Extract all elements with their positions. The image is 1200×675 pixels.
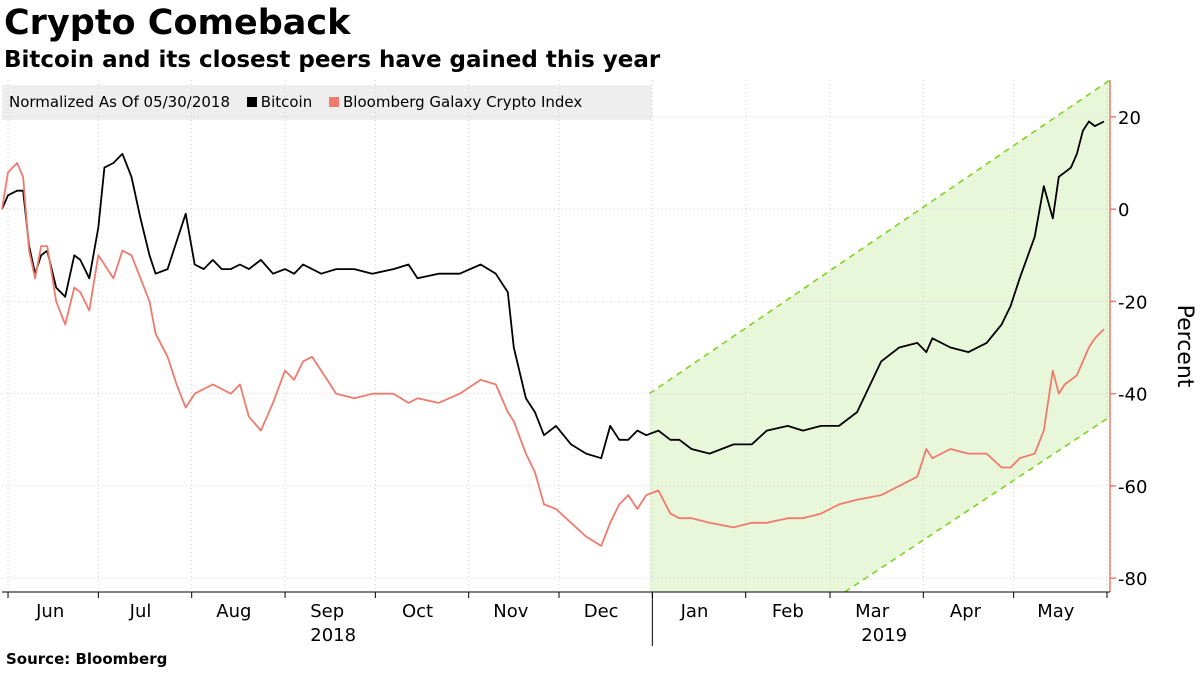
legend-note: Normalized As Of 05/30/2018: [9, 93, 230, 111]
x-tick-label: Oct: [402, 601, 433, 622]
trend-channel-fill: [649, 80, 1110, 592]
legend: Normalized As Of 05/30/2018 Bitcoin Bloo…: [2, 85, 652, 120]
legend-label-galaxy-index: Bloomberg Galaxy Crypto Index: [343, 93, 583, 111]
source-note: Source: Bloomberg: [6, 650, 168, 668]
trend-channel: [648, 79, 1111, 593]
x-tick-label: Mar: [855, 601, 890, 622]
y-tick-label: -60: [1118, 477, 1147, 498]
trend-channel-upper: [648, 79, 1111, 395]
x-tick-label: Sep: [310, 601, 344, 622]
grid: [2, 80, 1110, 592]
axes: 20 0 -20 -40 -60 -80 Percent Jun Jul Aug Sep Oct Nov…: [2, 80, 1197, 646]
legend-label-bitcoin: Bitcoin: [260, 93, 313, 111]
x-tick-label: Nov: [493, 601, 528, 622]
chart-title: Crypto Comeback: [4, 3, 351, 43]
legend-swatch-galaxy-index: [329, 97, 340, 107]
x-tick-label: Dec: [584, 601, 619, 622]
x-year-label: 2018: [310, 625, 356, 646]
x-tick-label: Jul: [129, 601, 152, 622]
y-tick-label: 0: [1118, 200, 1129, 221]
series-lines: [1, 120, 1105, 547]
legend-entry-bitcoin: Bitcoin: [246, 93, 317, 111]
x-year-label: 2019: [861, 625, 907, 646]
y-tick-label: -80: [1118, 569, 1147, 590]
legend-swatch-bitcoin: [246, 97, 257, 107]
y-tick-label: -20: [1118, 292, 1147, 313]
x-tick-label: Jun: [35, 601, 64, 622]
chart-subtitle: Bitcoin and its closest peers have gaine…: [4, 47, 661, 73]
y-tick-label: 20: [1118, 108, 1141, 129]
series-line-galaxy-index: [1, 162, 1105, 547]
y-tick-label: -40: [1118, 385, 1147, 406]
x-tick-label: Apr: [950, 601, 982, 622]
x-tick-label: May: [1037, 601, 1075, 622]
series-line-bitcoin: [1, 120, 1105, 460]
trend-channel-lower: [844, 416, 1111, 593]
x-tick-label: Feb: [772, 601, 804, 622]
x-tick-label: Jan: [680, 601, 709, 622]
y-axis-label: Percent: [1172, 305, 1197, 388]
legend-entry-galaxy-index: Bloomberg Galaxy Crypto Index: [329, 93, 582, 111]
x-tick-label: Aug: [216, 601, 251, 622]
